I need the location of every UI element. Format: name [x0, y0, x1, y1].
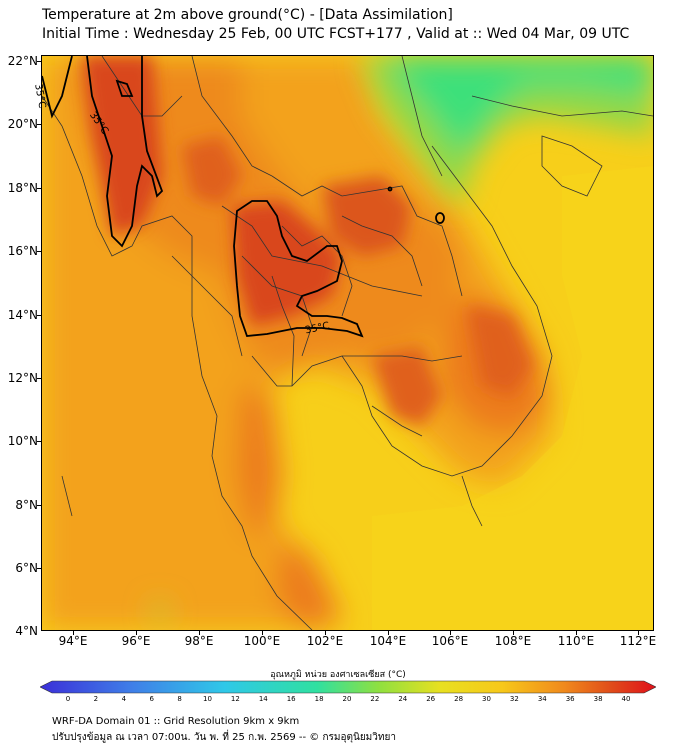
colorbar-bar [40, 680, 656, 694]
colorbar-tick-label: 2 [93, 695, 99, 703]
colorbar-tick-label: 0 [65, 695, 71, 703]
lon-label-104e: 104°E [369, 634, 407, 648]
colorbar-tick-label: 26 [426, 695, 436, 703]
colorbar-tick-label: 18 [314, 695, 324, 703]
lon-label-106e: 106°E [431, 634, 469, 648]
lon-tick [450, 631, 451, 635]
colorbar-tick-label: 38 [593, 695, 603, 703]
lon-tick [199, 631, 200, 635]
lon-tick [73, 631, 74, 635]
lat-tick [37, 188, 41, 189]
temperature-field-svg [42, 56, 653, 630]
colorbar-title: อุณหภูมิ หน่วย องศาเซลเซียส (°C) [270, 670, 406, 680]
colorbar-tick-label: 30 [482, 695, 491, 703]
cool-zone [152, 56, 653, 619]
colorbar-tick-label: 36 [565, 695, 575, 703]
title-line-1: Temperature at 2m above ground(°C) - [Da… [42, 7, 453, 23]
lon-label-96e: 96°E [121, 634, 151, 648]
lat-tick [37, 568, 41, 569]
lon-label-94e: 94°E [58, 634, 88, 648]
lon-tick [325, 631, 326, 635]
lat-label-6n: 6°N [15, 561, 38, 575]
colorbar-tick-label: 16 [286, 695, 296, 703]
colorbar-tick-label: 34 [537, 695, 547, 703]
lat-tick [37, 441, 41, 442]
contour-35c [42, 56, 445, 338]
lon-tick [262, 631, 263, 635]
footer-line-2: ปรับปรุงข้อมูล ณ เวลา 07:00น. วัน พ. ที่… [52, 732, 396, 743]
colorbar-tick-label: 14 [258, 695, 268, 703]
lat-label-8n: 8°N [15, 498, 38, 512]
lat-label-20n: 20°N [7, 117, 38, 131]
colorbar-tick-label: 4 [121, 695, 127, 703]
lat-tick [37, 61, 41, 62]
lat-label-16n: 16°N [7, 244, 38, 258]
lat-tick [37, 251, 41, 252]
colorbar-tick-label: 6 [149, 695, 154, 703]
lon-tick [638, 631, 639, 635]
colorbar-tick-label: 8 [177, 695, 182, 703]
lat-label-12n: 12°N [7, 371, 38, 385]
colorbar-tick-label: 24 [398, 695, 408, 703]
lon-tick [576, 631, 577, 635]
colorbar-tick-label: 40 [621, 695, 631, 703]
colorbar-tick-label: 32 [509, 695, 519, 703]
footer-line-1: WRF-DA Domain 01 :: Grid Resolution 9km … [52, 716, 300, 727]
lon-tick [136, 631, 137, 635]
colorbar-tick-label: 20 [342, 695, 352, 703]
hot-cores [82, 56, 532, 426]
lat-label-22n: 22°N [7, 54, 38, 68]
lat-tick [37, 378, 41, 379]
lon-label-100e: 100°E [243, 634, 281, 648]
lat-label-4n: 4°N [15, 624, 38, 638]
lat-tick [37, 315, 41, 316]
lat-label-10n: 10°N [7, 434, 38, 448]
map-title: Temperature at 2m above ground(°C) - [Da… [42, 6, 629, 44]
colorbar-tick-label: 22 [370, 695, 380, 703]
lat-tick [37, 505, 41, 506]
lon-label-98e: 98°E [184, 634, 214, 648]
lon-label-110e: 110°E [557, 634, 595, 648]
sea-tint [372, 166, 653, 630]
lon-label-112e: 112°E [619, 634, 657, 648]
colorbar-tick-label: 28 [454, 695, 464, 703]
lon-tick [388, 631, 389, 635]
colorbar-tick-label: 10 [203, 695, 212, 703]
lat-tick [37, 124, 41, 125]
lat-label-18n: 18°N [7, 181, 38, 195]
title-line-2: Initial Time : Wednesday 25 Feb, 00 UTC … [42, 26, 630, 42]
lat-label-14n: 14°N [7, 308, 38, 322]
temperature-map [41, 55, 654, 631]
lon-label-108e: 108°E [494, 634, 532, 648]
colorbar-tick-label: 12 [230, 695, 240, 703]
lon-tick [513, 631, 514, 635]
colorbar [40, 680, 656, 694]
lon-label-102e: 102°E [306, 634, 344, 648]
